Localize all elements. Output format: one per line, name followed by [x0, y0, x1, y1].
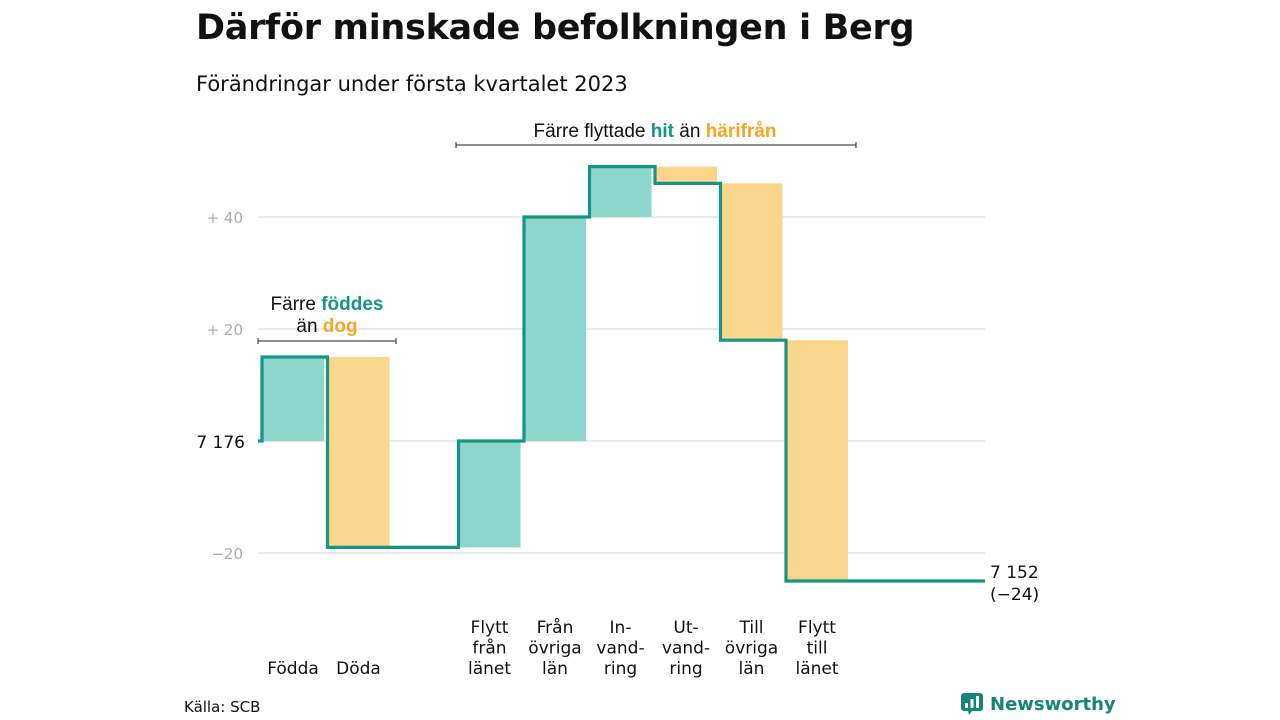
category-label: län — [542, 659, 568, 679]
births-annotation-highlight: dog — [323, 316, 358, 337]
waterfall-bar — [327, 357, 390, 548]
waterfall-bar — [589, 166, 652, 217]
migration-annotation-highlight: hit — [651, 121, 675, 142]
svg-text:Färre flyttade hit än härifrån: Färre flyttade hit än härifrån — [534, 121, 777, 142]
svg-text:Färre föddes: Färre föddes — [271, 294, 384, 315]
category-label: länet — [468, 659, 511, 679]
category-label: vand- — [662, 639, 710, 659]
end-value-label: 7 152 — [990, 563, 1039, 583]
births-annotation: Färre föddes än dog — [257, 294, 397, 344]
births-annotation-highlight: föddes — [321, 294, 383, 315]
category-label: från — [472, 638, 506, 659]
y-tick-label: + 20 — [207, 321, 243, 339]
brand-logo: Newsworthy — [960, 692, 1116, 716]
waterfall-bar — [655, 166, 717, 184]
category-label: Till — [738, 618, 763, 638]
waterfall-bar — [786, 340, 848, 581]
svg-text:än dog: än dog — [296, 316, 357, 337]
category-label: Döda — [336, 659, 381, 679]
category-label: Flytt — [798, 618, 836, 638]
category-label: ring — [669, 659, 702, 679]
migration-annotation: Färre flyttade hit än härifrån — [455, 121, 857, 148]
category-label: övriga — [725, 639, 778, 659]
category-label: Flytt — [471, 618, 509, 638]
category-label: In- — [610, 618, 632, 638]
births-annotation-text: än — [296, 316, 322, 337]
category-label: Från — [537, 617, 574, 638]
migration-annotation-text: än — [674, 121, 706, 142]
migration-annotation-text: Färre flyttade — [534, 121, 651, 142]
running-total-line — [258, 165, 985, 583]
source-note: Källa: SCB — [184, 698, 261, 716]
waterfall-bar — [524, 217, 586, 441]
migration-annotation-highlight: härifrån — [706, 121, 777, 142]
category-label: Födda — [267, 659, 319, 679]
births-annotation-text: Färre — [271, 294, 322, 315]
category-label: län — [739, 659, 765, 679]
category-label: vand- — [596, 639, 644, 659]
category-label: övriga — [528, 639, 581, 659]
chart-subtitle: Förändringar under första kvartalet 2023 — [196, 72, 628, 96]
category-label: Ut- — [673, 618, 698, 638]
brand-name: Newsworthy — [990, 693, 1116, 715]
waterfall-bar — [720, 183, 783, 341]
running-total-line — [258, 165, 985, 583]
bars — [262, 166, 848, 581]
category-label: till — [807, 639, 828, 659]
y-tick-label: −20 — [211, 545, 243, 563]
start-value-label: 7 176 — [196, 433, 245, 453]
chart-title: Därför minskade befolkningen i Berg — [196, 8, 915, 48]
y-tick-label: + 40 — [207, 209, 243, 227]
waterfall-bar — [262, 357, 324, 441]
category-label: ring — [604, 659, 637, 679]
bar-chart-icon — [961, 693, 983, 715]
end-change-label: (−24) — [990, 585, 1039, 605]
waterfall-bar — [458, 441, 521, 548]
category-label: länet — [795, 659, 838, 679]
labels: + 40 + 20 −20 7 176 7 152(−24) Födda Döda Flytt… — [196, 209, 1039, 679]
